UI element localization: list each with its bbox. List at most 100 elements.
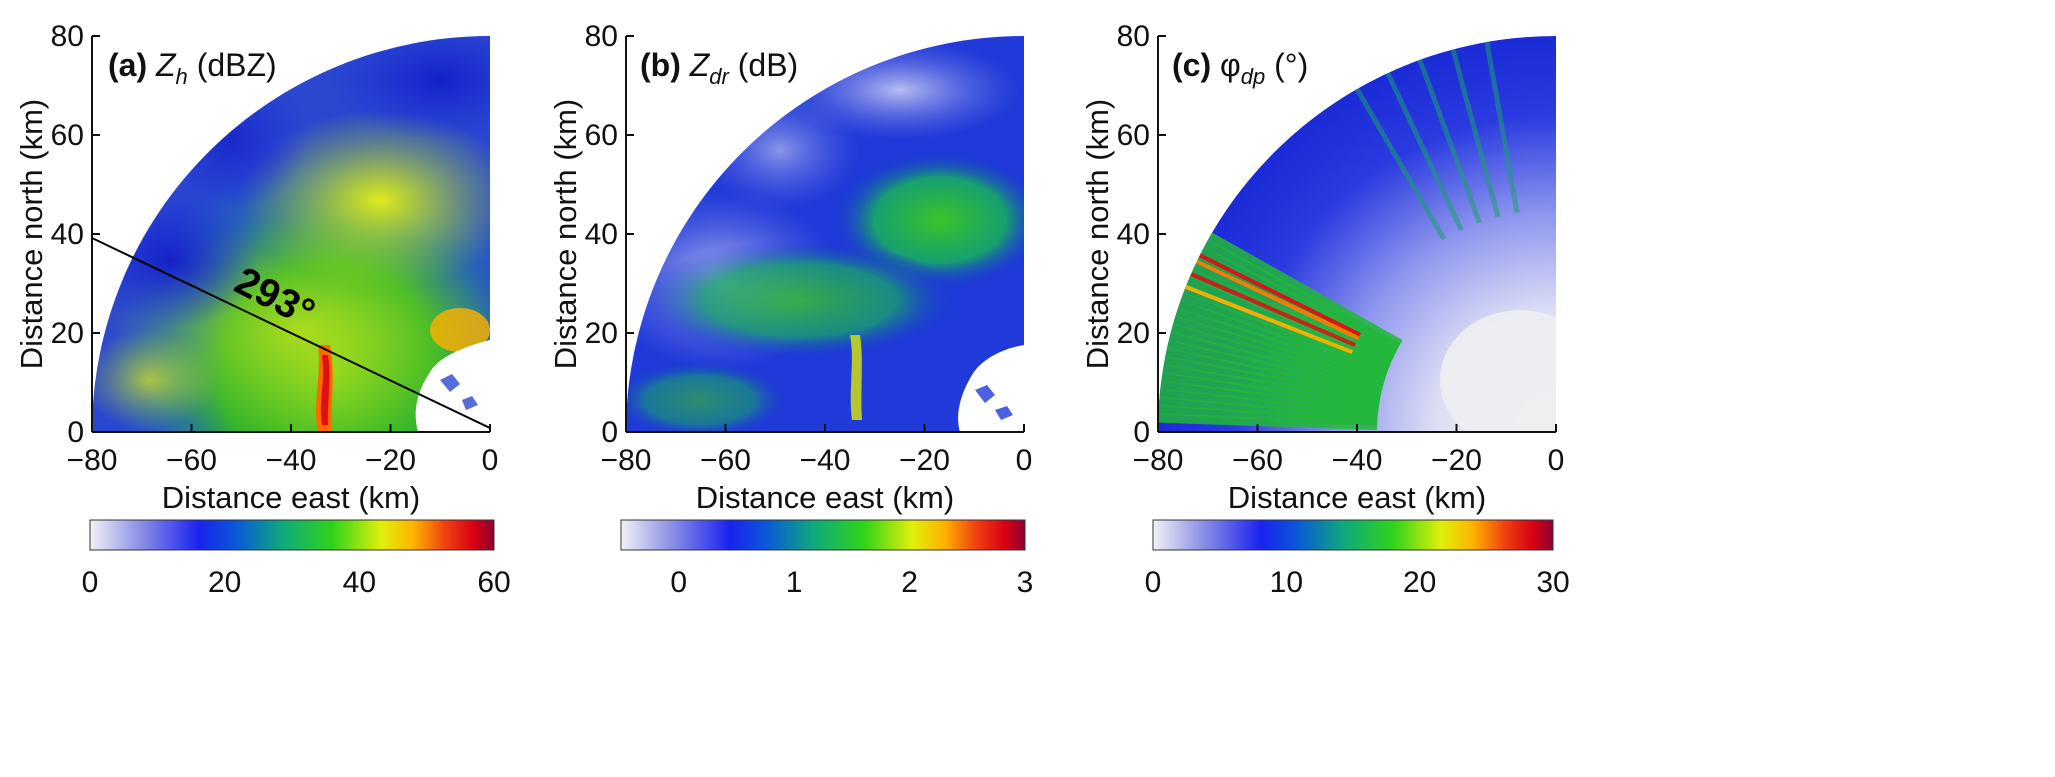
panel-c-ray bbox=[1183, 257, 1396, 362]
panel-c-ray bbox=[1171, 288, 1390, 376]
panel-b-colorbar bbox=[620, 519, 1026, 551]
panel-c-ray bbox=[1414, 49, 1482, 224]
panel-a-azimuth-line bbox=[91, 237, 491, 429]
panel-a-ytick-label: 80 bbox=[51, 20, 84, 53]
panel-b-ytick-label: 80 bbox=[585, 20, 618, 53]
panel-b-colorbar-tick-label: 2 bbox=[901, 566, 918, 599]
panel-c-ray bbox=[1158, 387, 1379, 420]
panel-c-ray bbox=[1448, 39, 1501, 218]
panel-c-ray bbox=[1158, 404, 1378, 427]
panel-a-xtick-label: −80 bbox=[67, 444, 118, 477]
panel-c-ray bbox=[1158, 413, 1378, 431]
panel-c-ray bbox=[1177, 273, 1393, 369]
panel-a-title: (a) Zh (dBZ) bbox=[108, 47, 277, 89]
panel-b-xtick-label: −40 bbox=[800, 444, 851, 477]
panel-a-ylabel: Distance north (km) bbox=[14, 99, 49, 369]
panel-c-ray bbox=[1349, 79, 1447, 241]
panel-c-xtick-label: 0 bbox=[1548, 444, 1565, 477]
panel-b-xtick-label: −80 bbox=[601, 444, 652, 477]
panel-b-ylabel: Distance north (km) bbox=[548, 99, 583, 369]
panel-c-ray bbox=[1163, 313, 1386, 387]
panel-b-ytick-label: 0 bbox=[601, 416, 618, 449]
panel-c-colorbar bbox=[1152, 519, 1554, 551]
panel-c-ray bbox=[1187, 250, 1397, 358]
panel-c-colorbar-ticks: 0 10 20 30 bbox=[1145, 566, 1570, 599]
panel-c-ray bbox=[1199, 227, 1403, 348]
panel-c-rays bbox=[1158, 36, 1520, 431]
panel-c-ray bbox=[1158, 362, 1380, 408]
panel-c-ray bbox=[1381, 63, 1464, 232]
panel-a-colorbar-tick-label: 60 bbox=[477, 566, 510, 599]
panel-a-field bbox=[92, 36, 490, 432]
panel-a-ytick-label: 60 bbox=[51, 119, 84, 152]
panel-a-ytick-label: 0 bbox=[67, 416, 84, 449]
panel-a-xtick-label: 0 bbox=[482, 444, 499, 477]
panel-c-ray bbox=[1165, 304, 1387, 383]
panel-c-ray bbox=[1190, 249, 1361, 337]
panel-a-xtick-label: −60 bbox=[166, 444, 217, 477]
panel-c-ytick-label: 60 bbox=[1117, 119, 1150, 152]
panel-c-xtick-label: −20 bbox=[1431, 444, 1482, 477]
panel-c-ray bbox=[1158, 379, 1379, 416]
panel-b-field bbox=[626, 36, 1024, 432]
panel-a-xlabel: Distance east (km) bbox=[162, 480, 420, 515]
panel-a-colorbar-tick-label: 0 bbox=[82, 566, 99, 599]
panel-b-colorbar-ticks: 0 1 2 3 bbox=[670, 566, 1033, 599]
panel-a-ytick-label: 20 bbox=[51, 317, 84, 350]
panel-c-xtick-label: −60 bbox=[1232, 444, 1283, 477]
panel-c-ytick-label: 80 bbox=[1117, 20, 1150, 53]
panel-c-field bbox=[1158, 36, 1556, 432]
panel-c-ray bbox=[1158, 354, 1381, 405]
panel-c-colorbar-tick-label: 10 bbox=[1270, 566, 1303, 599]
panel-c-ray bbox=[1158, 345, 1382, 401]
panel-c-differential-phase: −80 −60 −40 −20 0 0 20 40 60 80 (c) φdp (°) Dista… bbox=[1080, 20, 1570, 599]
panel-c-ray bbox=[1181, 268, 1357, 347]
panel-a-ticks: −80 −60 −40 −20 0 0 20 40 60 80 bbox=[51, 20, 499, 477]
panel-a-colorbar bbox=[89, 519, 495, 551]
panel-c-colorbar-tick-label: 30 bbox=[1536, 566, 1569, 599]
panel-b-title: (b) Zdr (dB) bbox=[640, 47, 798, 89]
panel-b-ytick-label: 60 bbox=[585, 119, 618, 152]
panel-c-ytick-label: 20 bbox=[1117, 317, 1150, 350]
panel-c-xtick-label: −40 bbox=[1332, 444, 1383, 477]
panel-a-ytick-label: 40 bbox=[51, 218, 84, 251]
panel-b-xtick-label: −60 bbox=[700, 444, 751, 477]
panel-c-ray bbox=[1161, 321, 1385, 390]
panel-c-ticks: −80 −60 −40 −20 0 0 20 40 60 80 bbox=[1117, 20, 1565, 477]
panel-c-ray bbox=[1482, 36, 1520, 214]
panel-c-ytick-label: 0 bbox=[1133, 416, 1150, 449]
panel-a-colorbar-tick-label: 20 bbox=[208, 566, 241, 599]
panel-b-xtick-label: 0 bbox=[1016, 444, 1033, 477]
panel-a-colorbar-ticks: 0 20 40 60 bbox=[82, 566, 511, 599]
panel-c-ray bbox=[1158, 337, 1383, 397]
panel-b-xlabel: Distance east (km) bbox=[696, 480, 954, 515]
panel-c-ray bbox=[1191, 242, 1399, 355]
panel-c-ray bbox=[1186, 255, 1360, 341]
panel-b-ticks: −80 −60 −40 −20 0 0 20 40 60 80 bbox=[585, 20, 1033, 477]
panel-a-xtick-label: −20 bbox=[365, 444, 416, 477]
panel-c-ylabel: Distance north (km) bbox=[1080, 99, 1115, 369]
panel-c-ray bbox=[1159, 329, 1384, 394]
panel-c-ray bbox=[1195, 234, 1401, 352]
panel-c-colorbar-tick-label: 20 bbox=[1403, 566, 1436, 599]
panel-b-xtick-label: −20 bbox=[899, 444, 950, 477]
panel-c-xtick-label: −80 bbox=[1133, 444, 1184, 477]
panel-b-ytick-label: 40 bbox=[585, 218, 618, 251]
panel-c-title: (c) φdp (°) bbox=[1172, 47, 1308, 89]
panel-c-ray bbox=[1158, 396, 1378, 423]
panel-c-colorbar-tick-label: 0 bbox=[1145, 566, 1162, 599]
panel-b-colorbar-tick-label: 1 bbox=[786, 566, 803, 599]
panel-a-colorbar-tick-label: 40 bbox=[343, 566, 376, 599]
panel-b-ytick-label: 20 bbox=[585, 317, 618, 350]
panel-c-ray bbox=[1168, 296, 1388, 379]
panel-c-ytick-label: 40 bbox=[1117, 218, 1150, 251]
panel-b-colorbar-tick-label: 0 bbox=[670, 566, 687, 599]
panel-c-ray bbox=[1175, 281, 1354, 355]
panel-c-ray bbox=[1158, 371, 1380, 412]
panel-c-xlabel: Distance east (km) bbox=[1228, 480, 1486, 515]
panel-a-xtick-label: −40 bbox=[266, 444, 317, 477]
panel-b-colorbar-tick-label: 3 bbox=[1017, 566, 1034, 599]
